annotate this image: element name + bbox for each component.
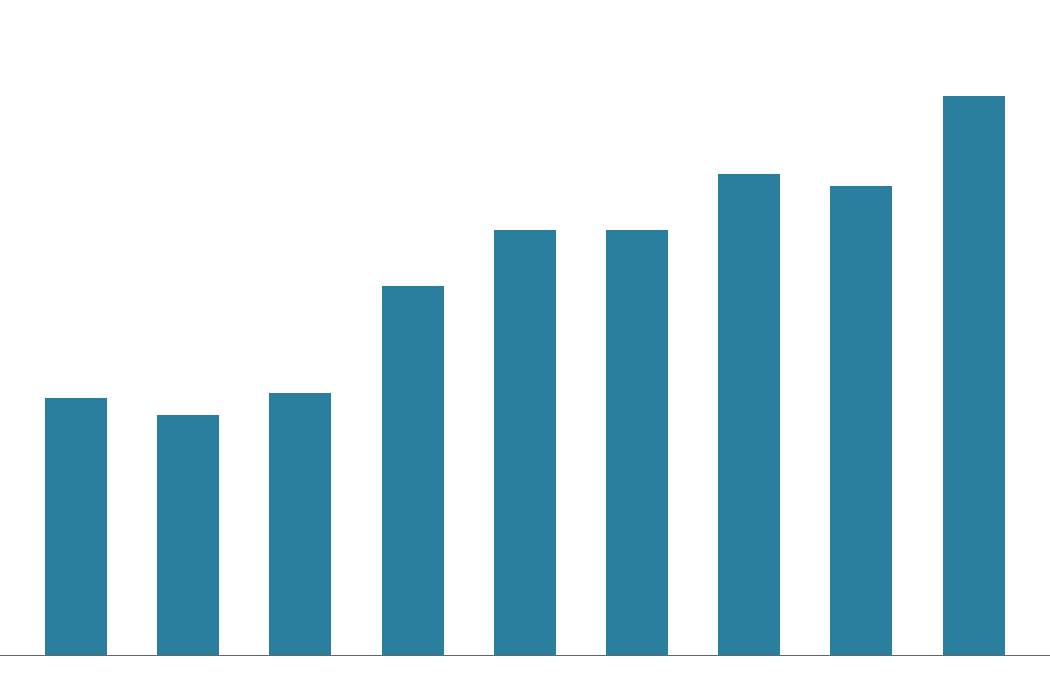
bar-4 — [382, 286, 444, 656]
bar-7 — [718, 174, 780, 656]
bar-1 — [45, 398, 107, 656]
bar-slot — [469, 96, 581, 656]
bar-slot — [581, 96, 693, 656]
bar-slot — [805, 96, 917, 656]
bar-slot — [244, 96, 356, 656]
bar-chart — [0, 0, 1050, 691]
bar-3 — [269, 393, 331, 656]
bar-2 — [157, 415, 219, 656]
x-axis-baseline — [0, 655, 1050, 656]
bar-slot — [132, 96, 244, 656]
bar-slot — [693, 96, 805, 656]
bars-container — [20, 96, 1030, 656]
bar-slot — [357, 96, 469, 656]
bar-5 — [494, 230, 556, 656]
bar-6 — [606, 230, 668, 656]
bar-8 — [830, 186, 892, 656]
bar-9 — [943, 96, 1005, 656]
bar-slot — [20, 96, 132, 656]
bar-slot — [918, 96, 1030, 656]
plot-area — [0, 0, 1050, 691]
